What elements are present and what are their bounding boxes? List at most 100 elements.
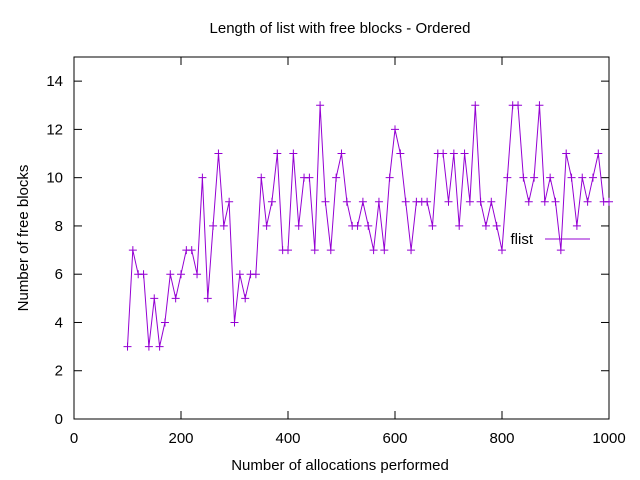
data-point-81 (556, 246, 565, 255)
data-point-47 (374, 197, 383, 206)
x-ticks: 0 200 400 600 800 1000 (70, 57, 626, 447)
data-point-62 (455, 221, 464, 230)
data-point-41 (342, 197, 351, 206)
data-point-76 (530, 173, 539, 182)
data-point-34 (305, 173, 314, 182)
data-point-75 (524, 197, 533, 206)
data-point-65 (471, 101, 480, 110)
data-point-16 (209, 221, 218, 230)
data-point-9 (171, 294, 180, 303)
data-point-70 (498, 246, 506, 255)
x-tick-label-2: 400 (275, 430, 300, 447)
data-point-90 (605, 197, 613, 206)
data-point-30 (284, 246, 292, 255)
data-point-49 (385, 173, 394, 182)
data-point-83 (567, 173, 576, 182)
data-point-67 (481, 221, 490, 230)
data-point-79 (546, 173, 555, 182)
data-point-20 (230, 318, 239, 327)
data-point-82 (562, 149, 571, 158)
data-point-56 (423, 197, 432, 206)
y-tick-label-2: 4 (55, 314, 63, 331)
y-tick-label-5: 10 (46, 170, 63, 187)
data-point-44 (358, 197, 367, 206)
data-point-3 (139, 270, 148, 279)
x-tick-label-4: 800 (489, 430, 514, 447)
data-point-12 (187, 246, 196, 255)
data-point-78 (540, 197, 549, 206)
data-point-27 (267, 197, 276, 206)
data-point-50 (391, 125, 399, 134)
data-point-7 (160, 318, 169, 327)
legend-label: flist (511, 231, 534, 248)
data-point-84 (572, 221, 581, 230)
data-point-61 (449, 149, 458, 158)
data-point-48 (380, 246, 389, 255)
legend: flist (511, 231, 590, 248)
data-point-71 (503, 173, 512, 182)
data-point-0 (123, 342, 132, 351)
data-point-69 (492, 221, 501, 230)
data-point-6 (155, 342, 164, 351)
data-point-28 (273, 149, 282, 158)
x-tick-label-1: 200 (168, 430, 193, 447)
data-point-60 (444, 197, 453, 206)
data-point-38 (326, 246, 335, 255)
data-point-35 (310, 246, 319, 255)
data-point-31 (289, 149, 298, 158)
data-point-1 (128, 246, 137, 255)
data-point-19 (225, 197, 234, 206)
x-tick-label-0: 0 (70, 430, 78, 447)
x-axis-label: Number of allocations performed (231, 457, 449, 474)
data-point-52 (401, 197, 410, 206)
series-flist (123, 101, 613, 351)
data-point-10 (177, 270, 185, 279)
data-point-59 (439, 149, 448, 158)
y-tick-label-4: 8 (55, 218, 63, 235)
data-point-88 (594, 149, 603, 158)
y-tick-label-1: 2 (55, 363, 63, 380)
data-point-17 (214, 149, 223, 158)
data-point-73 (514, 101, 523, 110)
data-point-39 (332, 173, 341, 182)
data-point-8 (166, 270, 175, 279)
data-point-24 (251, 270, 260, 279)
data-point-63 (460, 149, 469, 158)
data-point-43 (353, 221, 362, 230)
data-point-13 (193, 270, 202, 279)
data-point-51 (396, 149, 405, 158)
data-point-26 (262, 221, 271, 230)
data-point-4 (144, 342, 153, 351)
data-point-36 (316, 101, 325, 110)
data-point-37 (321, 197, 330, 206)
data-point-53 (407, 246, 416, 255)
y-tick-label-0: 0 (55, 411, 63, 428)
data-point-32 (294, 221, 303, 230)
data-point-22 (241, 294, 250, 303)
plot-frame (73, 56, 610, 420)
data-point-46 (369, 246, 378, 255)
data-point-86 (583, 197, 592, 206)
y-tick-label-3: 6 (55, 266, 63, 283)
data-point-14 (198, 173, 207, 182)
data-point-66 (476, 197, 485, 206)
data-point-85 (578, 173, 587, 182)
y-tick-label-7: 14 (46, 73, 63, 90)
chart-title: Length of list with free blocks - Ordere… (210, 20, 471, 37)
data-point-68 (487, 197, 496, 206)
data-point-80 (551, 197, 560, 206)
data-point-18 (219, 221, 228, 230)
data-point-21 (235, 270, 244, 279)
data-point-5 (150, 294, 159, 303)
data-point-77 (535, 101, 544, 110)
data-point-64 (465, 197, 474, 206)
data-point-57 (428, 221, 437, 230)
data-point-45 (364, 221, 373, 230)
x-tick-label-3: 600 (382, 430, 407, 447)
data-point-40 (337, 149, 346, 158)
data-point-87 (588, 173, 597, 182)
y-axis-label: Number of free blocks (15, 165, 32, 312)
x-tick-label-5: 1000 (592, 430, 625, 447)
data-point-25 (257, 173, 266, 182)
data-point-74 (519, 173, 528, 182)
